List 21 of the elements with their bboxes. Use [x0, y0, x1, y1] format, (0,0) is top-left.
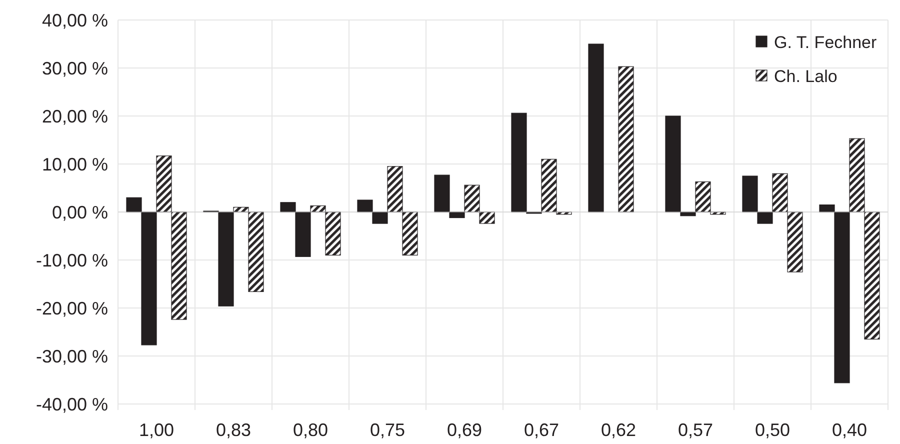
x-tick-label: 0,67	[524, 420, 560, 440]
x-tick-label: 1,00	[138, 420, 174, 440]
x-tick-label: 0,62	[600, 420, 636, 440]
y-tick-label: -40,00 %	[36, 394, 108, 414]
y-tick-label: -30,00 %	[36, 346, 108, 366]
legend-label: G. T. Fechner	[774, 32, 878, 52]
y-tick-label: 30,00 %	[42, 58, 108, 78]
y-tick-label: -10,00 %	[36, 250, 108, 270]
y-tick-label: 20,00 %	[42, 106, 108, 126]
x-tick-label: 0,40	[832, 420, 868, 440]
x-tick-label: 0,57	[678, 420, 714, 440]
x-tick-label: 0,75	[370, 420, 406, 440]
legend-label: Ch. Lalo	[774, 66, 838, 86]
y-tick-label: 0,00 %	[52, 202, 108, 222]
y-tick-label: 40,00 %	[42, 10, 108, 30]
x-tick-label: 0,69	[446, 420, 482, 440]
y-tick-label: 10,00 %	[42, 154, 108, 174]
x-tick-label: 0,83	[216, 420, 252, 440]
x-tick-label: 0,80	[292, 420, 328, 440]
x-tick-label: 0,50	[754, 420, 790, 440]
y-tick-label: -20,00 %	[36, 298, 108, 318]
